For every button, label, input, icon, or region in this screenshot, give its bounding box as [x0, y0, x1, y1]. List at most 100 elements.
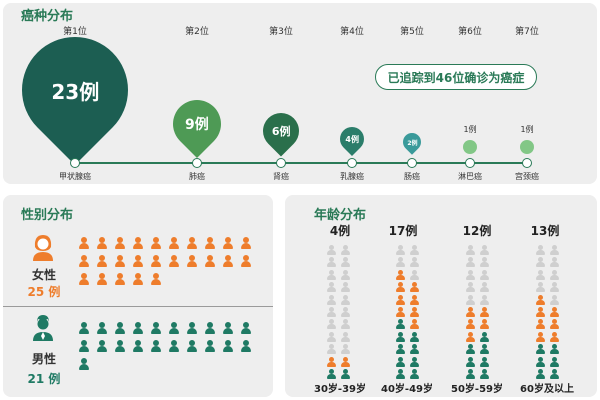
cancer-count-1: 23例 — [51, 79, 99, 104]
person-icon — [133, 237, 143, 250]
person-icon — [479, 245, 489, 257]
gender-divider — [3, 306, 273, 307]
person-icon — [465, 269, 475, 282]
person-icon — [395, 344, 405, 356]
person-icon — [465, 356, 475, 369]
person-icon — [151, 237, 161, 250]
cancer-rank-7: 第7位 — [515, 27, 539, 37]
person-icon — [97, 237, 107, 250]
male-person-grid — [75, 322, 270, 376]
age-column-60s — [535, 245, 545, 381]
person-icon — [187, 255, 197, 268]
timeline-dot-2 — [192, 158, 202, 168]
person-icon — [326, 282, 336, 294]
person-icon — [326, 245, 336, 257]
female-count: 25 例 — [27, 285, 61, 299]
person-icon — [169, 255, 179, 268]
person-icon — [205, 237, 215, 250]
person-icon — [465, 344, 475, 356]
person-icon — [409, 306, 419, 319]
female-label: 女性 — [31, 268, 56, 282]
person-icon — [169, 340, 179, 353]
person-icon — [409, 319, 419, 331]
male-count: 21 例 — [27, 372, 61, 386]
person-icon — [395, 245, 405, 257]
person-icon — [465, 294, 475, 307]
age-count-1: 4例 — [329, 224, 351, 238]
person-icon — [549, 368, 559, 381]
person-icon — [409, 282, 419, 294]
person-icon — [326, 269, 336, 282]
person-icon — [409, 344, 419, 356]
person-icon — [465, 368, 475, 381]
cancer-name-4: 乳腺癌 — [340, 172, 364, 181]
cancer-rank-1: 第1位 — [63, 27, 87, 37]
age-label-1: 30岁-39岁 — [314, 384, 366, 395]
person-icon — [409, 294, 419, 307]
person-icon — [187, 322, 197, 335]
person-icon — [465, 331, 475, 344]
person-icon — [479, 356, 489, 369]
cancer-title: 癌种分布 — [21, 9, 74, 24]
person-icon — [535, 331, 545, 344]
person-icon — [535, 306, 545, 319]
person-icon — [79, 255, 89, 268]
summary-badge: 已追踪到46位确诊为癌症 — [375, 64, 537, 90]
person-icon — [151, 340, 161, 353]
person-icon — [169, 237, 179, 250]
person-icon — [133, 322, 143, 335]
cancer-name-7: 宫颈癌 — [515, 172, 539, 181]
cancer-count-2: 9例 — [185, 117, 209, 133]
person-icon — [479, 269, 489, 282]
age-label-2: 40岁-49岁 — [381, 384, 433, 395]
cancer-name-1: 甲状腺癌 — [59, 172, 91, 181]
person-icon — [549, 269, 559, 282]
person-icon — [79, 322, 89, 335]
person-icon — [535, 269, 545, 282]
age-column-50s-b — [479, 245, 489, 381]
person-icon — [326, 294, 336, 307]
person-icon — [151, 322, 161, 335]
person-icon — [340, 245, 350, 257]
cancer-count-5: 2例 — [406, 139, 418, 147]
person-icon — [549, 331, 559, 344]
age-count-2: 17例 — [388, 224, 418, 238]
person-icon — [549, 306, 559, 319]
age-label-4: 60岁及以上 — [520, 384, 574, 395]
person-icon — [549, 245, 559, 257]
person-icon — [535, 294, 545, 307]
person-icon — [409, 356, 419, 369]
age-column-40s — [395, 245, 405, 381]
age-column-50s — [465, 245, 475, 381]
person-icon — [535, 344, 545, 356]
cancer-name-6: 淋巴癌 — [458, 172, 482, 181]
person-icon — [241, 322, 251, 335]
person-icon — [549, 294, 559, 307]
cancer-count-7: 1例 — [520, 125, 534, 134]
person-icon — [465, 282, 475, 294]
person-icon — [535, 245, 545, 257]
person-icon — [326, 368, 336, 381]
age-count-3: 12例 — [462, 224, 492, 238]
person-icon — [395, 294, 405, 307]
person-icon — [79, 273, 89, 286]
person-icon — [409, 245, 419, 257]
person-icon — [535, 368, 545, 381]
person-icon — [479, 331, 489, 344]
person-icon — [241, 340, 251, 353]
person-icon — [326, 306, 336, 319]
person-icon — [326, 356, 336, 369]
person-icon — [115, 237, 125, 250]
age-column-30s — [326, 245, 336, 381]
person-icon — [115, 322, 125, 335]
age-count-4: 13例 — [530, 224, 560, 238]
person-icon — [395, 368, 405, 381]
person-icon — [97, 255, 107, 268]
cancer-rank-2: 第2位 — [185, 27, 209, 37]
person-icon — [326, 257, 336, 269]
person-icon — [151, 255, 161, 268]
person-icon — [479, 368, 489, 381]
timeline-dot-5 — [407, 158, 417, 168]
person-icon — [479, 282, 489, 294]
female-avatar-icon — [31, 233, 55, 261]
